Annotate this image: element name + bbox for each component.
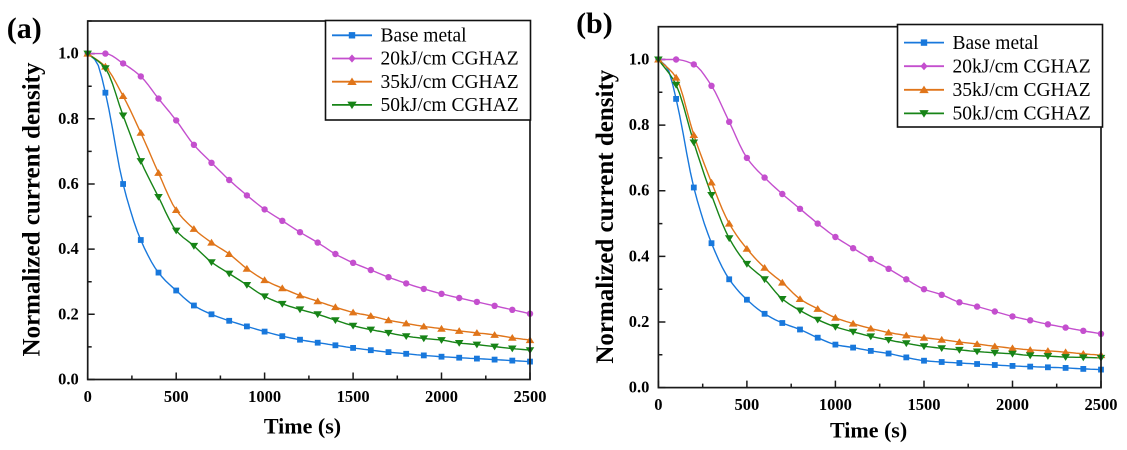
svg-text:2500: 2500 xyxy=(1085,395,1118,414)
svg-text:0: 0 xyxy=(84,387,92,406)
svg-text:1500: 1500 xyxy=(337,387,370,406)
svg-text:Base metal: Base metal xyxy=(953,33,1040,54)
svg-text:35kJ/cm CGHAZ: 35kJ/cm CGHAZ xyxy=(381,72,519,93)
svg-text:0.6: 0.6 xyxy=(629,181,650,200)
svg-text:2000: 2000 xyxy=(425,387,458,406)
svg-text:0.8: 0.8 xyxy=(629,115,650,134)
svg-text:50kJ/cm CGHAZ: 50kJ/cm CGHAZ xyxy=(953,104,1091,125)
svg-text:50kJ/cm CGHAZ: 50kJ/cm CGHAZ xyxy=(381,95,519,116)
svg-text:0.4: 0.4 xyxy=(629,246,650,265)
svg-text:20kJ/cm CGHAZ: 20kJ/cm CGHAZ xyxy=(381,49,519,70)
svg-text:(b): (b) xyxy=(576,7,613,40)
svg-text:0.2: 0.2 xyxy=(629,312,650,331)
svg-text:Time (s): Time (s) xyxy=(830,417,907,442)
svg-text:1.0: 1.0 xyxy=(58,44,79,63)
svg-text:2000: 2000 xyxy=(996,395,1029,414)
svg-text:0: 0 xyxy=(654,395,662,414)
svg-text:2500: 2500 xyxy=(514,387,547,406)
svg-text:500: 500 xyxy=(164,387,189,406)
svg-text:1000: 1000 xyxy=(819,395,852,414)
svg-text:Base metal: Base metal xyxy=(381,26,468,47)
svg-text:0.0: 0.0 xyxy=(58,370,79,389)
svg-text:0.2: 0.2 xyxy=(58,304,79,323)
svg-text:(a): (a) xyxy=(7,12,42,45)
svg-text:Normalized current density: Normalized current density xyxy=(19,62,46,356)
svg-text:0.8: 0.8 xyxy=(58,109,79,128)
svg-text:0.4: 0.4 xyxy=(58,239,79,258)
svg-text:20kJ/cm CGHAZ: 20kJ/cm CGHAZ xyxy=(953,56,1091,77)
svg-text:35kJ/cm CGHAZ: 35kJ/cm CGHAZ xyxy=(953,80,1091,101)
svg-text:Normalized current density: Normalized current density xyxy=(592,69,619,363)
svg-text:1000: 1000 xyxy=(248,387,281,406)
svg-text:0.6: 0.6 xyxy=(58,174,79,193)
svg-text:0.0: 0.0 xyxy=(629,378,650,397)
svg-text:Time (s): Time (s) xyxy=(264,413,341,438)
svg-text:1500: 1500 xyxy=(908,395,941,414)
svg-text:500: 500 xyxy=(735,395,760,414)
svg-text:1.0: 1.0 xyxy=(629,50,650,69)
